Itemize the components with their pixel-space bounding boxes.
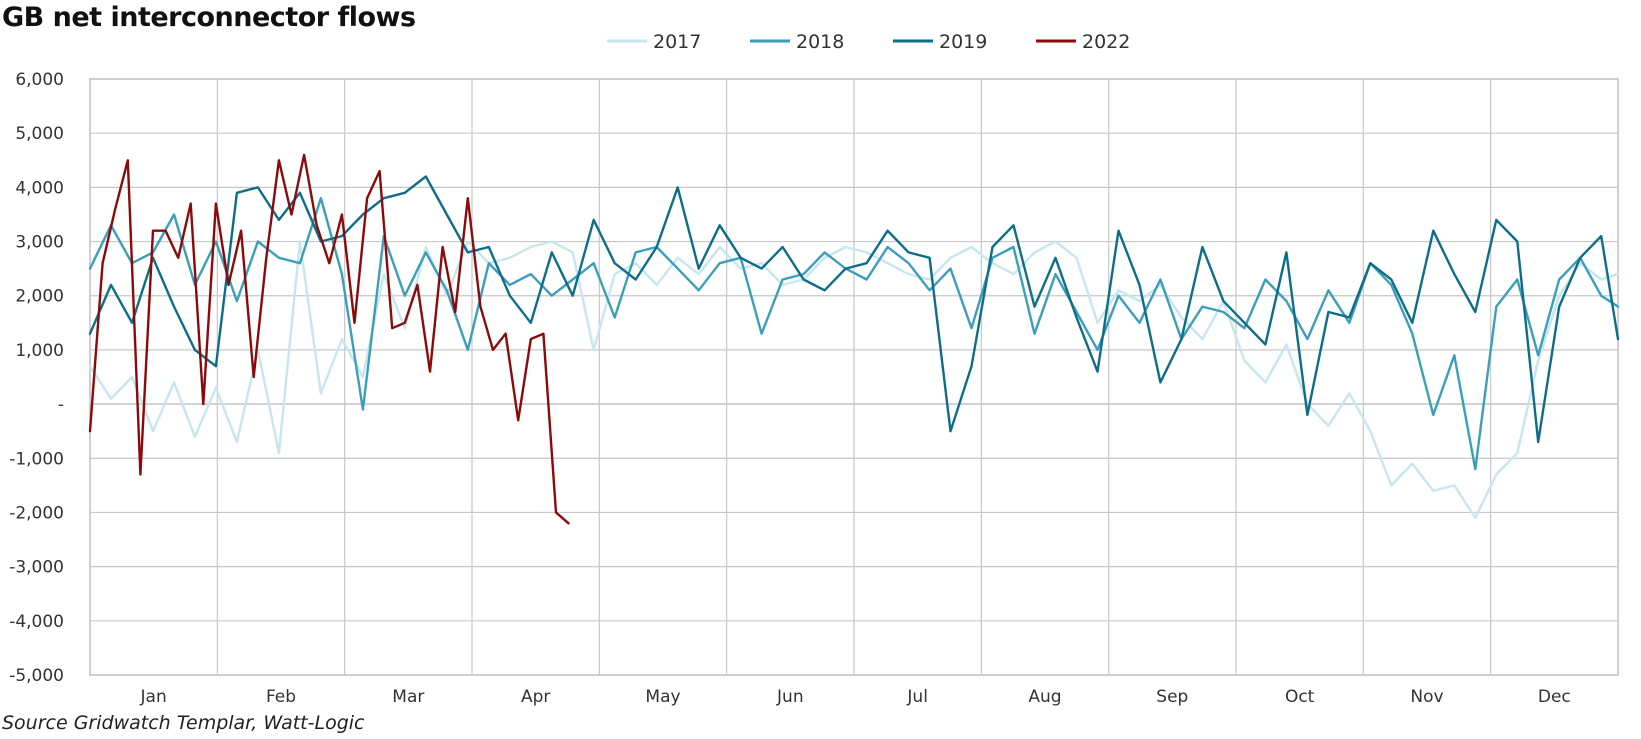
y-tick-label: 6,000: [15, 70, 64, 90]
y-tick-label: -5,000: [9, 666, 64, 686]
x-tick-label: Mar: [392, 687, 424, 707]
series-line-2022: [88, 153, 570, 525]
y-tick-label: -2,000: [9, 503, 64, 523]
legend-label-2019: 2019: [939, 31, 987, 53]
x-tick-label: Dec: [1538, 687, 1571, 707]
legend-label-2022: 2022: [1082, 31, 1130, 53]
y-tick-label: -4,000: [9, 612, 64, 632]
legend-label-2018: 2018: [796, 31, 844, 53]
y-tick-label: -: [58, 395, 64, 415]
legend-label-2017: 2017: [653, 31, 701, 53]
x-tick-label: Sep: [1156, 687, 1188, 707]
y-tick-label: 2,000: [15, 287, 64, 307]
legend: 2017 2018 2019 2022: [607, 31, 1130, 53]
x-tick-label: May: [645, 687, 680, 707]
series-line-2017: [88, 240, 1620, 520]
x-tick-label: Nov: [1410, 687, 1443, 707]
x-tick-label: Jun: [776, 687, 804, 707]
y-tick-label: 5,000: [15, 124, 64, 144]
y-tick-label: 1,000: [15, 341, 64, 361]
y-tick-label: 3,000: [15, 233, 64, 253]
source-note: Source Gridwatch Templar, Watt-Logic: [2, 712, 365, 734]
series-line-2019: [88, 175, 1620, 444]
y-tick-label: 4,000: [15, 178, 64, 198]
y-tick-label: -1,000: [9, 449, 64, 469]
x-tick-label: Oct: [1285, 687, 1315, 707]
x-tick-label: Jan: [140, 687, 167, 707]
x-tick-label: Jul: [906, 687, 928, 707]
x-tick-label: Apr: [521, 687, 550, 707]
axis-labels: 6,000 5,000 4,000 3,000 2,000 1,000 - -1,000 -2,…: [9, 70, 1571, 707]
gridlines: [89, 78, 1619, 676]
x-tick-label: Aug: [1028, 687, 1061, 707]
x-tick-label: Feb: [266, 687, 296, 707]
series-lines: [88, 153, 1620, 525]
y-tick-label: -3,000: [9, 558, 64, 578]
chart-title: GB net interconnector flows: [2, 2, 416, 33]
